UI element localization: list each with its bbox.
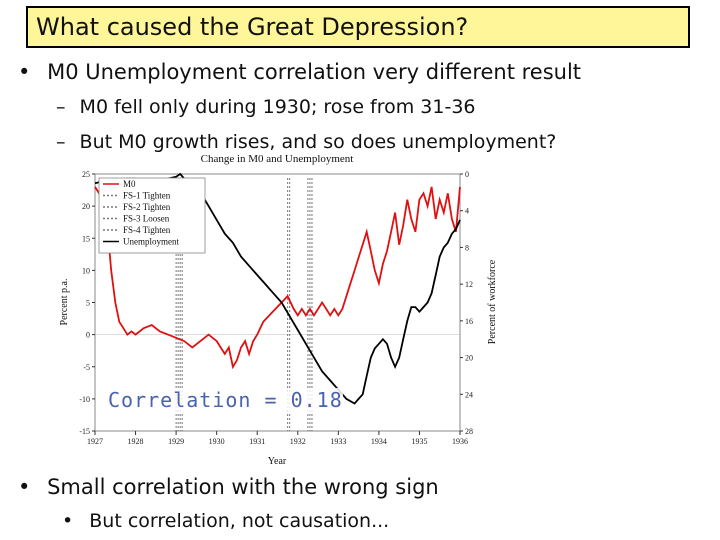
- legend-label: FS-2 Tighten: [123, 202, 171, 212]
- y-tick-label: 20: [82, 202, 90, 211]
- chart-container: Change in M0 and Unemployment Year Perce…: [55, 152, 510, 470]
- x-tick-label: 1931: [249, 437, 265, 446]
- x-axis-label: Year: [268, 456, 287, 467]
- subbullet-marker: –: [56, 131, 66, 153]
- subbullet-3: • But correlation, not causation...: [62, 510, 389, 532]
- subbullet-1: – M0 fell only during 1930; rose from 31…: [56, 96, 476, 118]
- bullet-2: • Small correlation with the wrong sign: [18, 475, 439, 499]
- slide-title: What caused the Great Depression?: [36, 13, 469, 41]
- bullet-text: Small correlation with the wrong sign: [47, 475, 439, 499]
- y2-tick-label: 16: [465, 317, 473, 326]
- bullet-1: • M0 Unemployment correlation very diffe…: [18, 60, 581, 84]
- y-axis-label: Percent p.a.: [59, 279, 70, 326]
- x-tick-label: 1930: [209, 437, 225, 446]
- subbullet-text: But correlation, not causation...: [89, 510, 390, 532]
- y2-axis-label: Percent of workforce: [487, 259, 498, 344]
- x-tick-label: 1929: [168, 437, 184, 446]
- y2-tick-label: 28: [465, 427, 473, 436]
- legend-label: Unemployment: [123, 237, 179, 247]
- subbullet-text: M0 fell only during 1930; rose from 31-3…: [79, 96, 476, 118]
- chart-title: Change in M0 and Unemployment: [201, 153, 354, 165]
- x-tick-label: 1934: [371, 437, 387, 446]
- subbullet-text: But M0 growth rises, and so does unemplo…: [79, 131, 557, 153]
- x-tick-label: 1928: [128, 437, 144, 446]
- subbullet-marker: •: [62, 510, 74, 532]
- y-tick-label: 5: [86, 299, 90, 308]
- bullet-marker: •: [18, 60, 31, 84]
- legend-label: M0: [123, 179, 136, 189]
- y2-tick-label: 12: [465, 280, 473, 289]
- y-tick-label: 10: [82, 266, 90, 275]
- y-tick-label: -5: [83, 363, 90, 372]
- y2-tick-label: 4: [465, 207, 469, 216]
- bullet-marker: •: [18, 475, 31, 499]
- x-tick-label: 1932: [290, 437, 306, 446]
- legend-box: [98, 177, 206, 254]
- y2-tick-label: 24: [465, 390, 473, 399]
- m0-unemployment-chart: Change in M0 and Unemployment Year Perce…: [59, 153, 498, 467]
- y-tick-label: -10: [79, 395, 90, 404]
- legend-label: FS-1 Tighten: [123, 191, 171, 201]
- y2-tick-label: 8: [465, 243, 469, 252]
- legend-label: FS-3 Loosen: [123, 214, 170, 224]
- legend-label: FS-4 Tighten: [123, 225, 171, 235]
- x-tick-label: 1927: [87, 437, 103, 446]
- slide-title-box: What caused the Great Depression?: [26, 6, 690, 48]
- correlation-label: Correlation = 0.18: [108, 388, 343, 412]
- y2-tick-label: 20: [465, 354, 473, 363]
- y2-tick-label: 0: [465, 170, 469, 179]
- y-tick-label: 15: [82, 234, 90, 243]
- y-tick-label: -15: [79, 427, 90, 436]
- series-line-unemployment: [94, 172, 461, 405]
- subbullet-2: – But M0 growth rises, and so does unemp…: [56, 131, 556, 153]
- bullet-text: M0 Unemployment correlation very differe…: [47, 60, 582, 84]
- y-tick-label: 25: [82, 170, 90, 179]
- x-tick-label: 1933: [330, 437, 346, 446]
- y-tick-label: 0: [86, 331, 90, 340]
- x-tick-label: 1935: [411, 437, 427, 446]
- subbullet-marker: –: [56, 96, 66, 118]
- x-tick-label: 1936: [452, 437, 468, 446]
- series-line-m0: [94, 186, 461, 370]
